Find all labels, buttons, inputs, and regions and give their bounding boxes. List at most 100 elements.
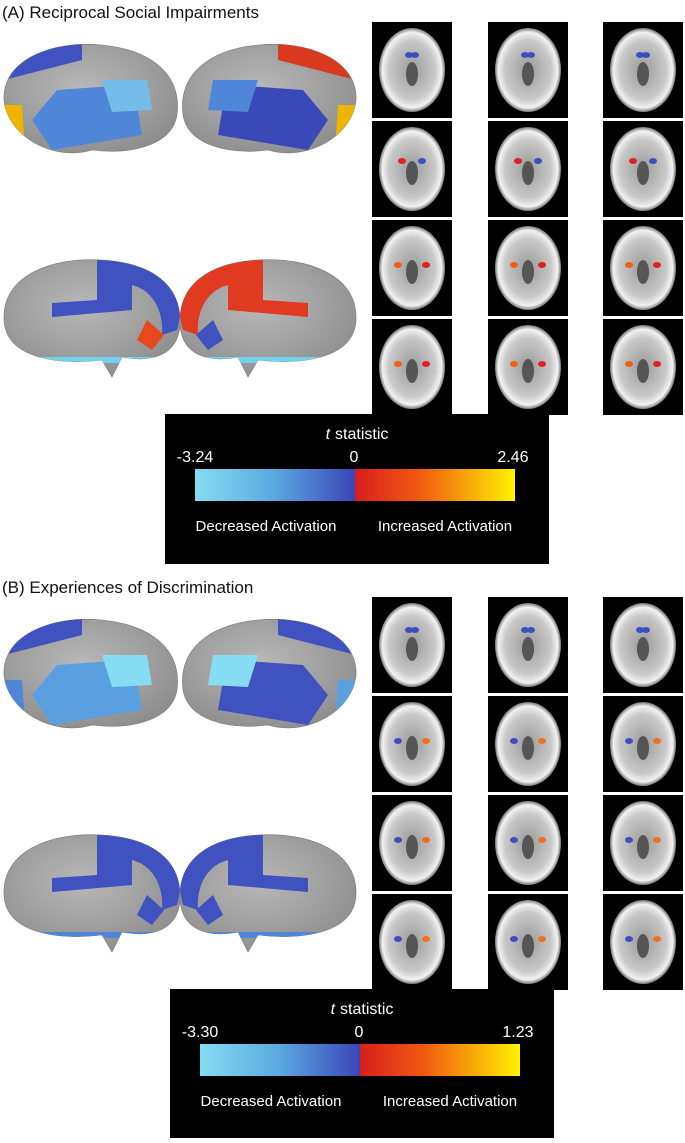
colorbar-left-caption: Decreased Activation — [196, 518, 337, 535]
activation-blob — [510, 738, 518, 744]
activation-blob — [394, 738, 402, 744]
slice-ventricle — [406, 934, 418, 958]
region — [180, 259, 228, 335]
slice-ventricle — [406, 161, 418, 185]
brain-regions — [208, 44, 357, 150]
region — [132, 259, 180, 335]
region — [137, 320, 164, 350]
slice-ventricle — [406, 637, 418, 661]
activation-blob — [422, 361, 430, 367]
activation-blob — [653, 837, 661, 843]
region — [180, 834, 228, 910]
region — [208, 655, 258, 687]
slice-ventricle — [522, 359, 534, 383]
slice-ventricle — [637, 161, 649, 185]
slice-ventricle — [522, 260, 534, 284]
activation-blob — [422, 262, 430, 268]
activation-blob — [510, 837, 518, 843]
region — [278, 619, 357, 655]
slice-ventricle — [522, 934, 534, 958]
brain-regions — [3, 44, 152, 150]
activation-blob — [411, 52, 419, 58]
colorbar-right-caption: Increased Activation — [378, 518, 512, 535]
activation-blob — [629, 158, 637, 164]
colorbar-min: -3.30 — [182, 1024, 219, 1041]
region — [3, 105, 24, 135]
region — [336, 105, 357, 135]
colorbar-label-var: t — [326, 426, 331, 443]
activation-blob — [521, 52, 529, 58]
colorbar-max: 2.46 — [497, 449, 528, 466]
activation-blob — [653, 262, 661, 268]
activation-blob — [394, 262, 402, 268]
activation-blob — [538, 262, 546, 268]
activation-blob — [636, 627, 644, 633]
region — [3, 44, 82, 80]
colorbar-right-caption: Increased Activation — [383, 1093, 517, 1110]
colorbar-label-text: statistic — [340, 1001, 393, 1018]
activation-blob — [538, 361, 546, 367]
colorbar-gradient — [195, 469, 515, 501]
activation-blob — [625, 262, 633, 268]
activation-blob — [394, 361, 402, 367]
activation-blob — [625, 837, 633, 843]
activation-blob — [534, 158, 542, 164]
panel: (A) Reciprocal Social Impairments t statis… — [2, 3, 683, 564]
region — [52, 834, 132, 892]
slice-ventricle — [406, 835, 418, 859]
region — [3, 619, 82, 655]
activation-blob — [510, 936, 518, 942]
brain-regions — [3, 619, 152, 725]
activation-blob — [510, 262, 518, 268]
slice-ventricle — [637, 637, 649, 661]
activation-blob — [422, 837, 430, 843]
slice-ventricle — [406, 260, 418, 284]
panel-title: (A) Reciprocal Social Impairments — [2, 3, 259, 22]
activation-blob — [538, 738, 546, 744]
slice-ventricle — [637, 934, 649, 958]
activation-blob — [527, 627, 535, 633]
slice-ventricle — [637, 359, 649, 383]
activation-blob — [538, 936, 546, 942]
activation-blob — [398, 158, 406, 164]
activation-blob — [521, 627, 529, 633]
activation-blob — [653, 936, 661, 942]
colorbar-label: t statistic — [326, 426, 389, 443]
activation-blob — [405, 627, 413, 633]
slice-ventricle — [637, 835, 649, 859]
region — [3, 932, 181, 938]
activation-blob — [642, 52, 650, 58]
slice-ventricle — [522, 736, 534, 760]
activation-blob — [538, 837, 546, 843]
colorbar-gradient — [200, 1044, 520, 1076]
region — [208, 80, 258, 112]
activation-blob — [422, 738, 430, 744]
region — [52, 259, 132, 317]
panel-title: (B) Experiences of Discrimination — [2, 578, 253, 597]
activation-blob — [625, 738, 633, 744]
activation-blob — [422, 936, 430, 942]
activation-blob — [625, 361, 633, 367]
activation-blob — [411, 627, 419, 633]
region — [196, 895, 223, 925]
region — [137, 895, 164, 925]
region — [102, 655, 152, 687]
activation-blob — [636, 52, 644, 58]
brain-regions — [179, 834, 357, 938]
slice-ventricle — [522, 62, 534, 86]
region — [102, 80, 152, 112]
slice-ventricle — [637, 62, 649, 86]
brain-regions — [3, 259, 181, 363]
region — [336, 680, 357, 710]
colorbar-zero: 0 — [355, 1024, 364, 1041]
activation-blob — [527, 52, 535, 58]
activation-blob — [418, 158, 426, 164]
activation-blob — [653, 361, 661, 367]
slice-ventricle — [406, 736, 418, 760]
activation-blob — [510, 361, 518, 367]
activation-blob — [514, 158, 522, 164]
colorbar-min: -3.24 — [177, 449, 214, 466]
slice-ventricle — [522, 161, 534, 185]
panel: (B) Experiences of Discrimination t statis… — [2, 578, 683, 1139]
